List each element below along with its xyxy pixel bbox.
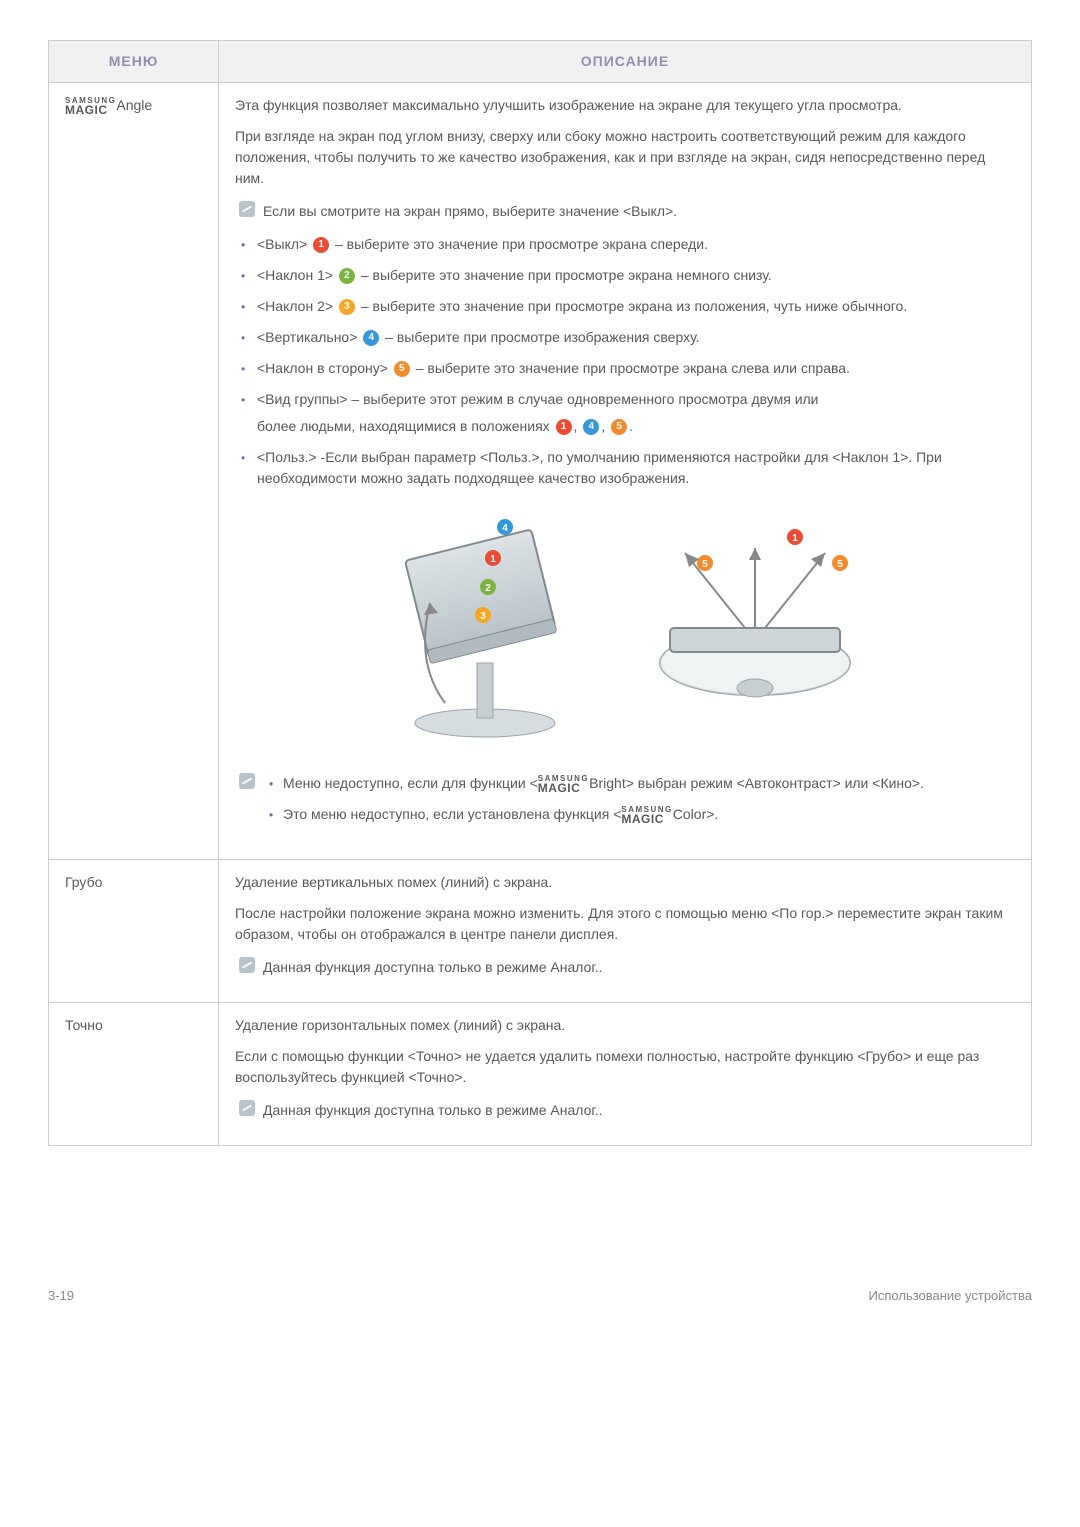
note-icon xyxy=(239,773,255,789)
menu-label-angle: SAMSUNGMAGIC Angle xyxy=(49,83,219,860)
note: Данная функция доступна только в режиме … xyxy=(239,957,1015,978)
badge-3: 3 xyxy=(339,299,355,315)
list-item: <Наклон 2> 3 – выберите это значение при… xyxy=(235,296,1015,317)
list-item: <Вид группы> – выберите этот режим в слу… xyxy=(235,389,1015,437)
coarse-p2: После настройки положение экрана можно и… xyxy=(235,903,1015,945)
page-number: 3-19 xyxy=(48,1286,74,1306)
menu-label-fine: Точно xyxy=(49,1003,219,1146)
svg-text:5: 5 xyxy=(702,559,708,570)
note-icon xyxy=(239,201,255,217)
monitor-front-svg: 4 1 2 3 xyxy=(385,513,585,743)
badge-4: 4 xyxy=(583,419,599,435)
list-item: <Наклон 1> 2 – выберите это значение при… xyxy=(235,265,1015,286)
coarse-p1: Удаление вертикальных помех (линий) c эк… xyxy=(235,872,1015,893)
desc-coarse: Удаление вертикальных помех (линий) c эк… xyxy=(219,860,1032,1003)
angle-p2: При взгляде на экран под углом внизу, св… xyxy=(235,126,1015,189)
list-item: <Выкл> 1 – выберите это значение при про… xyxy=(235,234,1015,255)
samsung-magic-logo: SAMSUNGMAGIC xyxy=(65,97,116,116)
angle-diagram: 4 1 2 3 xyxy=(235,513,1015,749)
table-row: Точно Удаление горизонтальных помех (лин… xyxy=(49,1003,1032,1146)
note-text: Если вы смотрите на экран прямо, выберит… xyxy=(263,201,1015,222)
list-item: Это меню недоступно, если установлена фу… xyxy=(263,804,1015,825)
badge-1: 1 xyxy=(313,237,329,253)
note-icon xyxy=(239,957,255,973)
col-desc-header: ОПИСАНИЕ xyxy=(219,41,1032,83)
svg-text:3: 3 xyxy=(480,611,486,622)
page-footer: 3-19 Использование устройства xyxy=(0,1286,1080,1330)
note: Если вы смотрите на экран прямо, выберит… xyxy=(239,201,1015,222)
table-row: Грубо Удаление вертикальных помех (линий… xyxy=(49,860,1032,1003)
list-item: <Вертикально> 4 – выберите при просмотре… xyxy=(235,327,1015,348)
list-item: Меню недоступно, если для функции <SAMSU… xyxy=(263,773,1015,794)
badge-5: 5 xyxy=(611,419,627,435)
fine-p1: Удаление горизонтальных помех (линий) c … xyxy=(235,1015,1015,1036)
settings-table: МЕНЮ ОПИСАНИЕ SAMSUNGMAGIC Angle Эта фун… xyxy=(48,40,1032,1146)
note-text: Данная функция доступна только в режиме … xyxy=(263,1100,1015,1121)
table-row: SAMSUNGMAGIC Angle Эта функция позволяет… xyxy=(49,83,1032,860)
list-item: <Польз.> -Если выбран параметр <Польз.>,… xyxy=(235,447,1015,489)
angle-p1: Эта функция позволяет максимально улучши… xyxy=(235,95,1015,116)
badge-5: 5 xyxy=(394,361,410,377)
svg-text:2: 2 xyxy=(485,583,491,594)
desc-fine: Удаление горизонтальных помех (линий) c … xyxy=(219,1003,1032,1146)
note-icon xyxy=(239,1100,255,1116)
note-text: Данная функция доступна только в режиме … xyxy=(263,957,1015,978)
desc-angle: Эта функция позволяет максимально улучши… xyxy=(219,83,1032,860)
footer-title: Использование устройства xyxy=(869,1286,1032,1306)
angle-list: <Выкл> 1 – выберите это значение при про… xyxy=(235,234,1015,489)
svg-text:5: 5 xyxy=(837,559,843,570)
svg-text:4: 4 xyxy=(502,523,508,534)
badge-2: 2 xyxy=(339,268,355,284)
col-menu-header: МЕНЮ xyxy=(49,41,219,83)
badge-1: 1 xyxy=(556,419,572,435)
badge-4: 4 xyxy=(363,330,379,346)
svg-text:1: 1 xyxy=(490,554,496,565)
monitor-top-svg: 1 5 5 xyxy=(645,513,865,743)
list-item: <Наклон в сторону> 5 – выберите это знач… xyxy=(235,358,1015,379)
menu-label-coarse: Грубо xyxy=(49,860,219,1003)
fine-p2: Если с помощью функции <Точно> не удаетс… xyxy=(235,1046,1015,1088)
note: Меню недоступно, если для функции <SAMSU… xyxy=(239,773,1015,835)
note: Данная функция доступна только в режиме … xyxy=(239,1100,1015,1121)
svg-text:1: 1 xyxy=(792,533,798,544)
